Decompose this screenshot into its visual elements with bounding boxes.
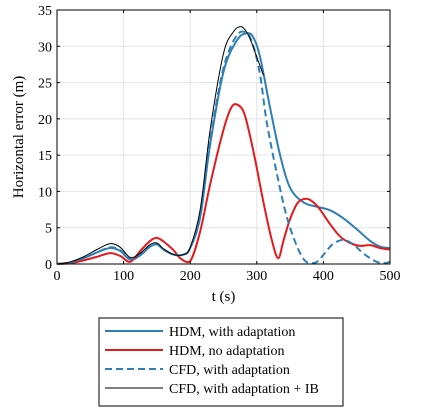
- series-line-cfd-with-adaptation-ib: [56, 26, 264, 265]
- y-tick-label: 15: [38, 149, 52, 164]
- legend-label-cfd-with-adaptation-ib: CFD, with adaptation + IB: [169, 382, 319, 397]
- y-tick-label: 35: [38, 4, 52, 19]
- legend-label-cfd-with-adaptation: CFD, with adaptation: [169, 363, 290, 378]
- x-axis-label: t (s): [212, 289, 236, 305]
- y-tick-label: 0: [45, 258, 52, 273]
- y-tick-label: 30: [38, 40, 52, 55]
- x-tick-label: 400: [313, 269, 334, 284]
- y-axis-label: Horizontal error (m): [11, 76, 27, 198]
- x-tick-label: 500: [380, 269, 401, 284]
- x-tick-label: 200: [180, 269, 201, 284]
- series-lines: [56, 26, 391, 265]
- series-line-hdm-no-adaptation: [56, 103, 391, 265]
- y-tick-label: 10: [38, 185, 52, 200]
- legend-box: [98, 317, 344, 407]
- grid: [56, 9, 391, 265]
- y-tick-label: 20: [38, 113, 52, 128]
- plot-frame: [56, 9, 391, 265]
- x-tick-label: 100: [113, 269, 134, 284]
- legend-label-hdm-with-adaptation: HDM, with adaptation: [169, 325, 295, 340]
- ticks: 0 100 200 300 400 500 0 5 10 15 20 25 30 35: [38, 4, 401, 284]
- series-line-cfd-with-adaptation: [56, 30, 391, 265]
- legend: HDM, with adaptation HDM, no adaptation CF…: [98, 317, 344, 407]
- legend-label-hdm-no-adaptation: HDM, no adaptation: [169, 344, 284, 359]
- x-tick-label: 300: [246, 269, 267, 284]
- y-tick-label: 5: [45, 222, 52, 237]
- y-tick-label: 25: [38, 77, 52, 92]
- x-tick-label: 0: [54, 269, 61, 284]
